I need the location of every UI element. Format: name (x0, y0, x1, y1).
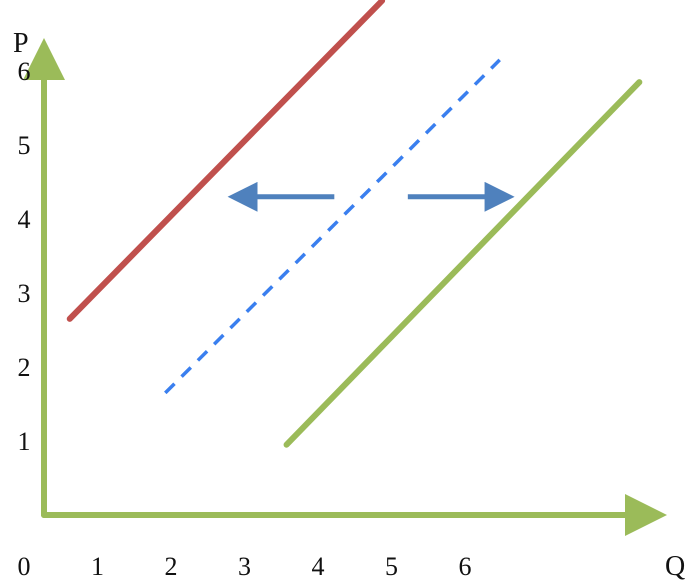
x-axis-title: Q (665, 551, 685, 582)
x-tick-2: 2 (165, 552, 178, 581)
y-tick-labels: 1 2 3 4 5 6 (18, 57, 31, 456)
y-tick-4: 4 (18, 205, 31, 234)
series-line-3 (283, 79, 643, 448)
series-line-1 (66, 0, 386, 322)
y-tick-5: 5 (18, 131, 31, 160)
x-tick-3: 3 (238, 552, 251, 581)
series-layer (66, 0, 643, 448)
x-tick-1: 1 (91, 552, 104, 581)
x-tick-5: 5 (385, 552, 398, 581)
y-tick-2: 2 (18, 353, 31, 382)
y-axis-title: P (13, 28, 29, 59)
x-tick-labels: 0 1 2 3 4 5 6 (18, 552, 472, 581)
axes (22, 38, 667, 536)
y-tick-6: 6 (18, 57, 31, 86)
x-tick-6: 6 (459, 552, 472, 581)
y-tick-1: 1 (18, 427, 31, 456)
y-tick-3: 3 (18, 279, 31, 308)
x-tick-0: 0 (18, 552, 31, 581)
series-line-2 (164, 58, 501, 395)
x-tick-4: 4 (312, 552, 325, 581)
